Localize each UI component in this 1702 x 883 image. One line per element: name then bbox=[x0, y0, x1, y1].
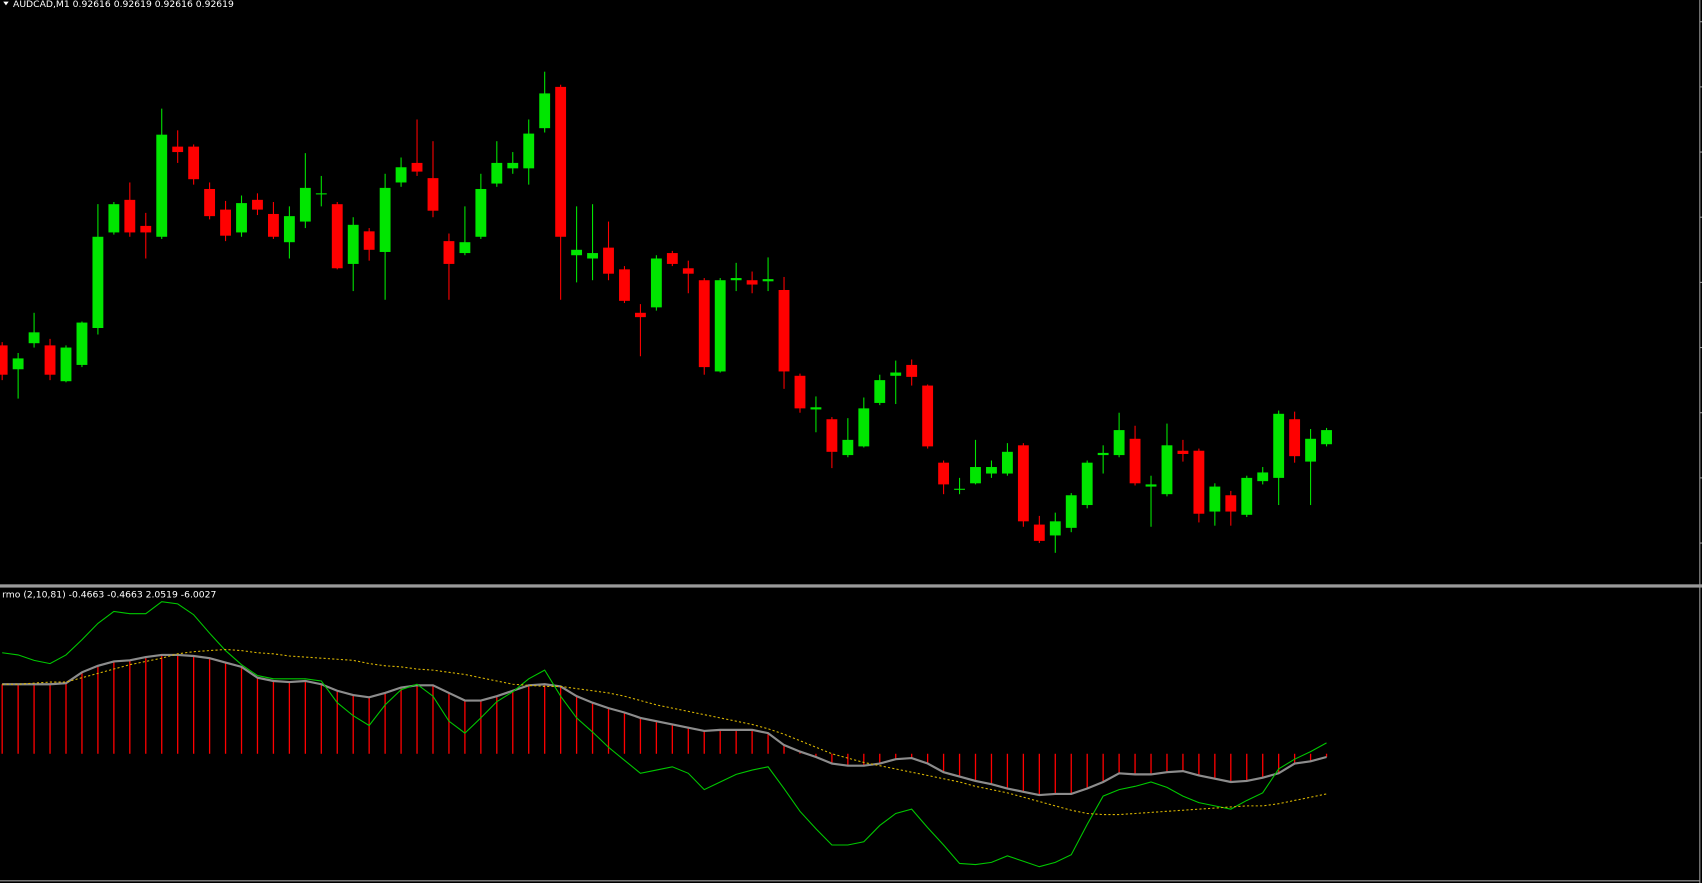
candle-body bbox=[970, 467, 981, 484]
candle-body bbox=[539, 93, 551, 129]
candle-body bbox=[1193, 450, 1205, 514]
candle-body bbox=[874, 380, 886, 403]
candle-body bbox=[252, 199, 263, 210]
candle-body bbox=[172, 146, 184, 153]
candle-body bbox=[650, 258, 662, 308]
candle-body bbox=[1289, 419, 1301, 457]
histogram-line bbox=[2, 653, 1327, 797]
candle-body bbox=[395, 167, 407, 183]
candle-body bbox=[363, 231, 375, 250]
candle-body bbox=[28, 332, 40, 344]
candle-body bbox=[283, 216, 295, 243]
candle-body bbox=[1081, 462, 1093, 506]
candle-body bbox=[1033, 524, 1045, 541]
candle-body bbox=[890, 372, 902, 376]
candle-body bbox=[1145, 484, 1157, 487]
candle-body bbox=[938, 462, 950, 485]
candle-body bbox=[1225, 495, 1237, 512]
candle-body bbox=[826, 419, 838, 452]
candle-body bbox=[810, 407, 822, 410]
candle-body bbox=[587, 253, 598, 259]
candle-body bbox=[1321, 430, 1332, 445]
candle-body bbox=[698, 280, 710, 368]
candle-body bbox=[778, 289, 790, 372]
collapse-arrow[interactable] bbox=[3, 1, 9, 6]
candle-body bbox=[730, 278, 742, 281]
candle-body bbox=[1273, 413, 1285, 478]
candle-body bbox=[1129, 438, 1141, 484]
indicator-line bbox=[2, 648, 1327, 816]
candle-body bbox=[1257, 472, 1269, 482]
candle-body bbox=[571, 249, 583, 256]
candle-body bbox=[666, 253, 678, 264]
candle-body bbox=[44, 345, 56, 375]
candle-body bbox=[124, 199, 136, 233]
candle-body bbox=[204, 188, 216, 217]
candle-body bbox=[1161, 445, 1173, 495]
candle-body bbox=[794, 375, 806, 409]
candle-body bbox=[156, 134, 168, 237]
candle-body bbox=[315, 193, 327, 195]
candle-body bbox=[379, 187, 391, 252]
candle-body bbox=[619, 269, 630, 301]
candle-body bbox=[459, 242, 471, 254]
candle-body bbox=[427, 178, 439, 211]
panel-separator bbox=[0, 584, 1702, 588]
candle-body bbox=[1097, 452, 1109, 456]
candle-body bbox=[682, 268, 694, 274]
candle-body bbox=[555, 86, 567, 237]
candle-body bbox=[746, 280, 758, 285]
candle-body bbox=[108, 204, 120, 233]
candle-body bbox=[842, 439, 854, 456]
indicator-header: rmo (2,10,81) -0.4663 -0.4663 2.0519 -6.… bbox=[2, 590, 216, 601]
candle-body bbox=[714, 280, 726, 372]
candle-body bbox=[60, 347, 72, 382]
candle-body bbox=[1065, 495, 1077, 528]
candle-body bbox=[1209, 486, 1221, 512]
candle-body bbox=[1241, 477, 1253, 515]
candle-body bbox=[140, 225, 152, 233]
candle-body bbox=[76, 322, 88, 365]
candle-body bbox=[1001, 451, 1013, 474]
candle-body bbox=[1113, 430, 1125, 456]
candle-body bbox=[986, 467, 997, 474]
candle-body bbox=[1049, 521, 1061, 536]
candle-body bbox=[347, 224, 359, 264]
candle-body bbox=[411, 162, 423, 172]
candle-body bbox=[443, 241, 455, 264]
symbol-header: AUDCAD,M1 0.92616 0.92619 0.92616 0.9261… bbox=[13, 0, 234, 10]
candle-body bbox=[92, 236, 104, 329]
candle-body bbox=[954, 488, 965, 490]
candle-body bbox=[491, 162, 503, 184]
candle-body bbox=[299, 187, 311, 222]
candle-body bbox=[523, 133, 535, 169]
candle-body bbox=[1177, 450, 1189, 454]
candle-body bbox=[507, 162, 519, 169]
candle-body bbox=[922, 385, 934, 447]
candle-body bbox=[603, 247, 614, 274]
candle-body bbox=[331, 204, 343, 269]
candle-body bbox=[906, 364, 918, 377]
candle-body bbox=[220, 209, 231, 236]
candle-body bbox=[267, 213, 279, 237]
candle-body bbox=[1017, 445, 1029, 522]
candle-body bbox=[762, 279, 774, 282]
candle-body bbox=[634, 312, 646, 318]
candle-body bbox=[0, 345, 8, 375]
candle-body bbox=[236, 203, 247, 233]
candle-body bbox=[12, 358, 24, 370]
candle-body bbox=[858, 408, 870, 447]
indicator-line bbox=[2, 601, 1327, 868]
candle-body bbox=[188, 146, 200, 180]
candle-body bbox=[475, 188, 487, 237]
candle-body bbox=[1305, 438, 1317, 462]
